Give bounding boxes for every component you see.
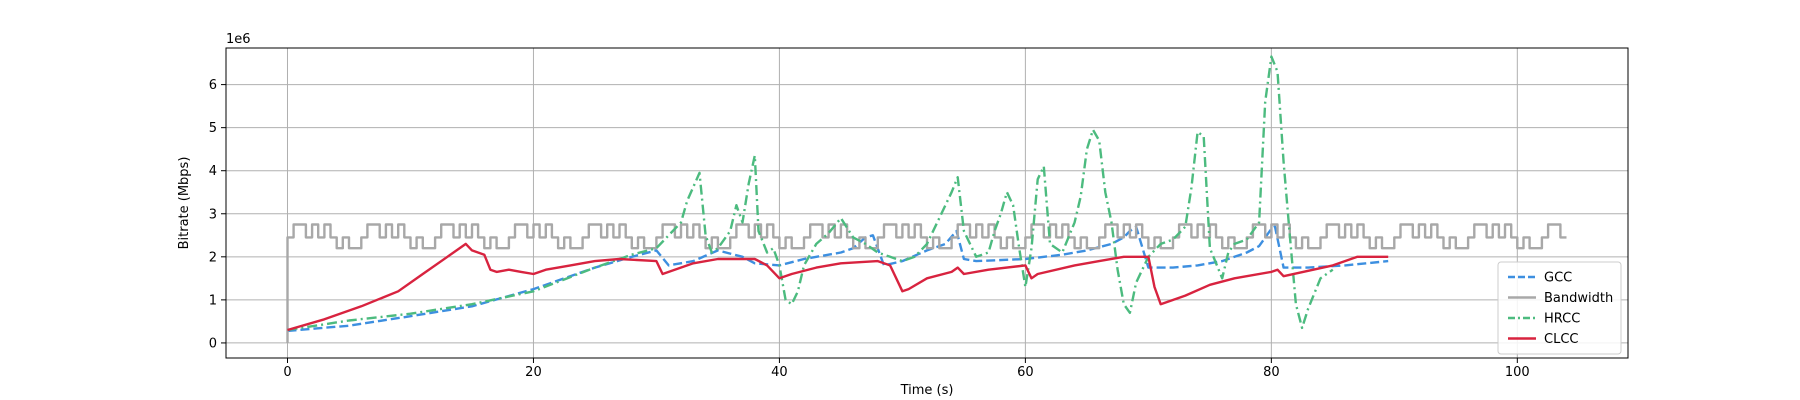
series-line-gcc — [287, 225, 1389, 333]
y-tick-label: 0 — [209, 336, 217, 351]
x-axis-label: Time (s) — [900, 383, 954, 398]
legend-label-gcc: GCC — [1544, 271, 1572, 286]
y-tick-label: 3 — [209, 207, 217, 222]
y-tick-label: 6 — [209, 78, 217, 93]
x-tick-label: 0 — [283, 365, 291, 380]
legend: GCC Bandwidth HRCC CLCC — [1497, 261, 1622, 355]
grid — [226, 48, 1628, 358]
y-axis-ticks: 0 1 2 3 4 5 6 — [209, 78, 226, 351]
series-line-bandwidth — [286, 223, 1567, 343]
y-tick-label: 5 — [209, 121, 217, 136]
y-tick-label: 2 — [209, 250, 217, 265]
x-tick-label: 40 — [771, 365, 788, 380]
legend-label-clcc: CLCC — [1544, 332, 1578, 347]
y-tick-label: 4 — [209, 164, 217, 179]
series-line-hrcc — [287, 55, 1334, 332]
x-tick-label: 60 — [1017, 365, 1034, 380]
x-tick-label: 20 — [525, 365, 542, 380]
plot-frame — [225, 47, 1629, 359]
y-tick-label: 1 — [209, 293, 217, 308]
x-axis-ticks: 0 20 40 60 80 100 — [283, 358, 1530, 380]
legend-box — [1497, 261, 1622, 355]
legend-label-bandwidth: Bandwidth — [1544, 291, 1613, 306]
series-lines — [286, 55, 1567, 343]
series-line-clcc — [287, 242, 1389, 332]
legend-label-hrcc: HRCC — [1544, 312, 1580, 327]
x-tick-label: 80 — [1263, 365, 1280, 380]
x-tick-label: 100 — [1505, 365, 1530, 380]
y-axis-label: Bitrate (Mbps) — [177, 157, 192, 250]
y-axis-offset-text: 1e6 — [226, 32, 251, 47]
